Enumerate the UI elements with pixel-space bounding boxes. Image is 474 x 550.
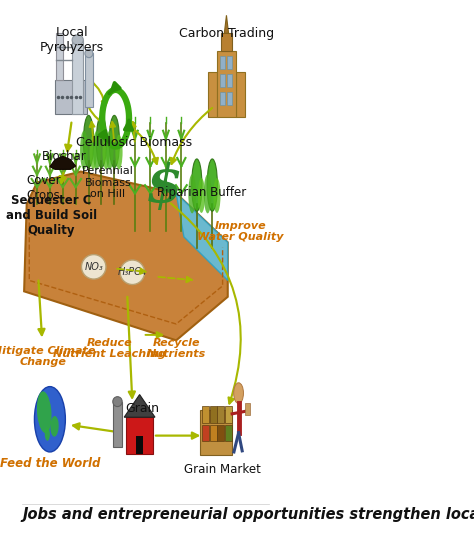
Bar (227, 74, 232, 87)
Ellipse shape (188, 174, 196, 213)
Polygon shape (24, 172, 228, 340)
Ellipse shape (80, 130, 88, 170)
Bar (85, 53, 93, 107)
Polygon shape (50, 156, 76, 169)
Ellipse shape (198, 178, 205, 213)
Ellipse shape (109, 116, 119, 168)
Ellipse shape (191, 159, 202, 211)
Ellipse shape (82, 255, 106, 279)
Ellipse shape (72, 35, 83, 45)
Bar (220, 92, 225, 105)
Text: Grain: Grain (126, 403, 160, 415)
Text: Jobs and entrepreneurial opportunities strengthen local economies: Jobs and entrepreneurial opportunities s… (23, 507, 474, 522)
Bar (220, 56, 225, 69)
Ellipse shape (96, 116, 107, 168)
Ellipse shape (213, 178, 220, 213)
Text: Cover
Crops: Cover Crops (27, 174, 61, 202)
Circle shape (35, 387, 65, 452)
Bar (217, 51, 237, 117)
Bar (136, 436, 143, 454)
Bar (225, 406, 232, 422)
Ellipse shape (85, 49, 93, 58)
Bar (202, 406, 209, 422)
Bar (72, 40, 83, 114)
Ellipse shape (37, 392, 52, 433)
Text: Mitigate Climate
Change: Mitigate Climate Change (0, 346, 96, 367)
Ellipse shape (113, 397, 122, 406)
Text: Feed the World: Feed the World (0, 458, 100, 470)
Text: Local
Pyrolyzers: Local Pyrolyzers (40, 26, 104, 54)
Text: NO₃: NO₃ (84, 262, 103, 272)
Polygon shape (176, 194, 228, 280)
Text: Biochar: Biochar (42, 150, 86, 163)
Circle shape (234, 383, 244, 404)
Text: Cellulosic Biomass: Cellulosic Biomass (76, 136, 191, 149)
Bar (218, 425, 224, 441)
Bar (210, 425, 217, 441)
Text: Perennial
Biomass
on Hill: Perennial Biomass on Hill (82, 166, 134, 199)
Bar (225, 425, 232, 441)
Text: Grain Market: Grain Market (184, 463, 261, 476)
Bar (245, 403, 250, 415)
Text: Improve
Water Quality: Improve Water Quality (197, 221, 284, 242)
Bar (218, 406, 224, 422)
Ellipse shape (90, 135, 97, 169)
Ellipse shape (93, 130, 100, 170)
Ellipse shape (106, 130, 114, 170)
Bar (126, 417, 153, 454)
Bar (236, 72, 245, 117)
Text: Reduce
Nutrient Leaching: Reduce Nutrient Leaching (53, 338, 165, 359)
Bar (113, 402, 122, 447)
Text: Carbon Trading: Carbon Trading (179, 28, 274, 40)
Ellipse shape (204, 174, 211, 213)
Ellipse shape (45, 427, 50, 441)
Ellipse shape (50, 416, 59, 437)
Bar (227, 92, 232, 105)
Bar (208, 72, 217, 117)
Text: H₃PO₄: H₃PO₄ (118, 267, 146, 277)
Polygon shape (224, 15, 228, 33)
Bar (200, 410, 232, 455)
Ellipse shape (120, 260, 145, 284)
Bar (210, 406, 217, 422)
Polygon shape (124, 394, 155, 417)
Text: Recycle
Nutrients: Recycle Nutrients (146, 338, 206, 359)
Ellipse shape (115, 135, 123, 169)
Bar (227, 56, 232, 69)
Bar (202, 425, 209, 441)
Bar (221, 33, 232, 51)
Bar (55, 80, 86, 114)
Bar (220, 74, 225, 87)
Ellipse shape (83, 116, 94, 168)
Ellipse shape (207, 159, 218, 211)
Text: $: $ (146, 162, 182, 213)
Text: Riparian Buffer: Riparian Buffer (157, 186, 246, 199)
Text: Sequester C
and Build Soil
Quality: Sequester C and Build Soil Quality (6, 194, 97, 236)
Bar (56, 33, 63, 80)
Ellipse shape (102, 135, 109, 169)
